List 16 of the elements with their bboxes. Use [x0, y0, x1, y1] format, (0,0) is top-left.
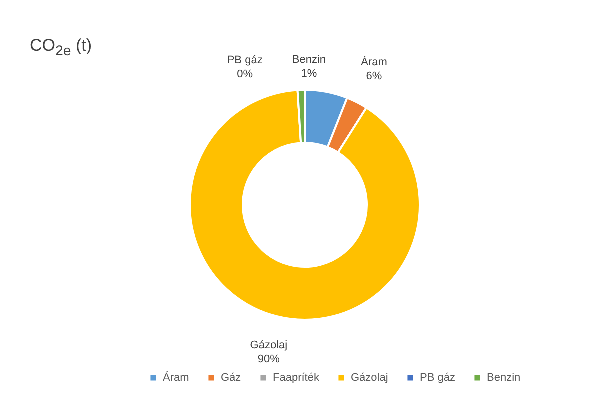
chart-title: CO$_{2e}$ (t) — [30, 36, 92, 60]
donut-slice — [189, 89, 421, 321]
legend-label: Faapríték — [273, 372, 320, 384]
slice-label: Benzin — [292, 54, 326, 66]
slice-label: Áram — [361, 56, 388, 69]
text: 0% — [237, 68, 254, 80]
legend-label: Áram — [163, 370, 190, 384]
slice-label: Gázolaj — [250, 339, 288, 352]
legend-label: Benzin — [487, 372, 521, 384]
data-label: 90% — [258, 353, 280, 366]
data-label: 6% — [366, 70, 382, 83]
legend-label: Gázolaj — [351, 372, 388, 384]
data-label: 1% — [301, 68, 318, 80]
legend-label: PB gáz — [420, 372, 456, 384]
legend-label: Gáz — [221, 372, 242, 384]
category-label: PB gáz — [227, 54, 263, 66]
